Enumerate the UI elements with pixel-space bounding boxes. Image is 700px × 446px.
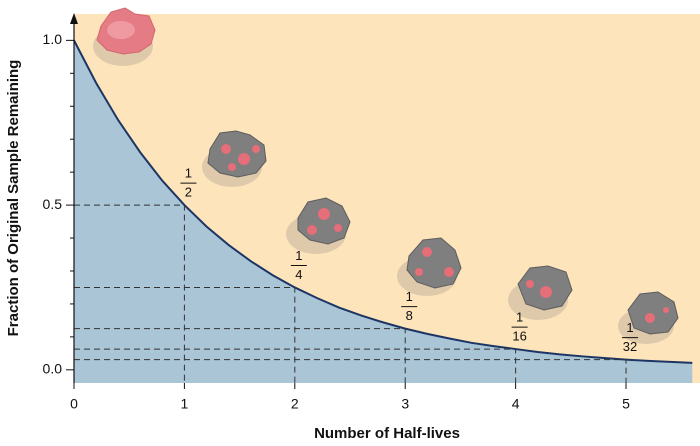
- rock-spot: [307, 225, 317, 235]
- sample-rock: [397, 237, 462, 296]
- annotations: 1 2 1 4 1 8 1 16 1 32 0.0 0.5 1.0 0 1 2 3 4 5: [43, 13, 639, 412]
- fraction-denominator: 8: [406, 308, 413, 323]
- rock-spot: [422, 247, 432, 257]
- rock-spot: [238, 153, 250, 165]
- fraction-denominator: 32: [623, 339, 637, 354]
- fraction-numerator: 1: [516, 310, 523, 325]
- fraction-denominator: 4: [295, 267, 302, 282]
- curve: [73, 39, 693, 364]
- fraction-numerator: 1: [406, 289, 413, 304]
- guide-line: [74, 286, 296, 383]
- fraction-denominator: 2: [185, 185, 192, 200]
- guide-line: [74, 328, 406, 383]
- rock-spot: [444, 267, 454, 277]
- sample-rock: [93, 7, 156, 66]
- x-axis-title: Number of Half-lives: [314, 425, 460, 442]
- rock-spot: [334, 224, 342, 232]
- rock-spot: [645, 313, 655, 323]
- rock-spot: [540, 286, 552, 298]
- fraction-numerator: 1: [185, 166, 192, 181]
- x-tick-label: 1: [181, 396, 189, 412]
- y-axis-arrow: [70, 13, 78, 24]
- fraction-numerator: 1: [626, 320, 633, 335]
- sample-rock: [286, 197, 351, 254]
- plot: [73, 14, 700, 383]
- guide-line: [74, 204, 185, 383]
- rock: [207, 130, 267, 178]
- rock-spot: [663, 307, 669, 313]
- sample-rock: [508, 265, 573, 320]
- y-axis-title: Fraction of Original Sample Remaining: [5, 60, 22, 337]
- rock: [627, 291, 679, 335]
- x-tick-label: 0: [70, 396, 78, 412]
- x-tick-label: 4: [512, 396, 520, 412]
- sample-rock: [618, 291, 679, 344]
- y-tick-label: 0.0: [43, 361, 63, 377]
- area-fill: [74, 40, 693, 383]
- rock-highlight: [107, 21, 135, 39]
- x-tick-label: 5: [622, 396, 630, 412]
- sample-rock: [202, 130, 267, 187]
- x-tick-label: 3: [401, 396, 409, 412]
- fraction-numerator: 1: [295, 248, 302, 263]
- y-tick-label: 0.5: [43, 196, 63, 212]
- y-tick-label: 1.0: [43, 31, 63, 47]
- x-tick-label: 2: [291, 396, 299, 412]
- rock-spot: [221, 144, 231, 154]
- rock-spot: [526, 280, 534, 288]
- rock-spot: [415, 268, 423, 276]
- rock-spot: [228, 163, 236, 171]
- rock-spot: [318, 208, 330, 220]
- guide-line: [74, 359, 627, 383]
- rock-spot: [252, 145, 260, 153]
- sample-illustrations: [93, 7, 679, 344]
- guide-line: [74, 348, 517, 383]
- fraction-denominator: 16: [512, 329, 526, 344]
